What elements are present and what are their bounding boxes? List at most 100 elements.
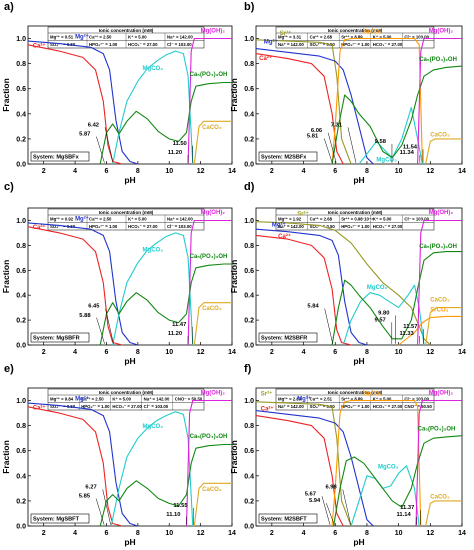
y-tick-label: 0.2 [16,498,26,505]
ion-table-cell: HPO₄²⁻ = 1.00 [341,404,370,409]
panel-2: b) Ionic concentration (mM) Mg²⁺ = 3.31 Ca²… [229,1,466,185]
series-line [187,37,232,165]
ion-table-title: Ionic concentration (mM) [328,390,383,395]
x-tick-label: 6 [105,168,109,175]
annotation-leader [347,127,357,163]
x-tick-label: 2 [42,349,46,356]
y-tick-label: 0.0 [244,343,254,350]
series-label: SrCO₃ [364,30,382,36]
y-axis-label: Fraction [229,260,239,294]
series-label: Sr²⁺ [297,210,309,217]
ion-table-cell: HCO₃⁻ = 27.00 [128,224,158,229]
series-line [342,284,425,346]
ion-table-cell: HPO₄²⁻ = 1.00 [341,42,370,47]
y-tick-label: 0.6 [16,448,26,455]
x-tick-label: 8 [365,349,369,356]
system-label: System: M2SBFx [261,155,307,161]
x-axis-label: pH [353,537,364,547]
ion-table-cell: HPO₄²⁻ = 1.00 [341,224,370,229]
ion-table-cell: Mg²⁺ = 2.89 [278,397,302,402]
annotation-leader [342,489,352,525]
ion-table-cell: HCO₃⁻ = 27.00 [373,224,403,229]
x-tick-label: 2 [270,530,274,537]
annotation-leader [321,496,331,525]
series-label: Mg²⁺ [75,215,89,222]
panel-6: f) Ionic concentration (mM) Mg²⁺ = 2.89 Ca²… [229,363,466,547]
y-tick-label: 0.2 [244,498,254,505]
ion-table-title: Ionic concentration (mM) [99,210,154,215]
panel-4: d) Ionic concentration (mM) Mg²⁺ = 1.92 Ca²… [229,181,466,366]
annotation-label: 11.54 [403,144,418,150]
series-label: MgCO₃ [143,66,164,72]
series-label: Mg(OH)₂ [201,390,226,396]
series-line [255,415,344,527]
y-tick-label: 1.0 [16,36,26,43]
series-line [255,234,352,346]
series-line [27,222,138,346]
annotation-leader [327,132,337,163]
y-tick-label: 0.4 [16,293,26,300]
series-label: Mg(OH)₂ [429,210,454,216]
y-axis-label: Fraction [1,440,11,474]
ion-table-cell: Cl⁻ = 103.00 [404,217,429,222]
annotation-label: 5.87 [79,132,90,138]
ion-table-cell: Cl⁻ = 103.00 [404,35,429,40]
series-label: Mg²⁺ [264,39,278,46]
system-label: System: MgSBFx [33,155,80,161]
plot-frame [27,25,233,165]
y-tick-label: 0.2 [244,318,254,325]
y-tick-label: 0.8 [244,61,254,68]
series-label: MgCO₃ [378,464,399,470]
x-tick-label: 14 [228,349,236,356]
series-label: Sr²⁺ [261,391,273,398]
y-tick-label: 0.8 [16,61,26,68]
series-line [333,435,463,527]
series-label: Ca²⁺ [33,42,46,49]
series-label: MgCO₃ [376,157,397,163]
annotation-label: 6.45 [88,304,100,310]
series-line [187,219,232,346]
series-line [99,443,232,527]
ion-table-cell: Ca²⁺ = 2.51 [310,397,333,402]
x-tick-label: 8 [136,168,140,175]
ion-table-cell: K⁺ = 5.00 [373,397,392,402]
series-label: MgCO₃ [367,285,388,291]
plot-frame [27,387,233,527]
x-tick-label: 8 [365,530,369,537]
y-axis-label: Fraction [229,440,239,474]
ion-table-cell: Mg²⁺ = 0.51 [50,35,74,40]
x-tick-label: 2 [42,168,46,175]
ion-table-cell: Ca²⁺ = 2.50 [89,217,112,222]
system-box [258,332,318,343]
x-tick-label: 4 [73,530,77,537]
x-tick-label: 12 [426,530,434,537]
series-label: CaCO₃ [202,487,222,493]
plot-frame [255,387,463,527]
series-line [27,406,123,527]
panel-label: a) [4,1,14,13]
series-label: Ca₅(PO₄)₃OH [190,434,228,440]
y-tick-label: 0.0 [244,524,254,531]
ion-table-cell: K⁺ = 5.00 [128,217,147,222]
system-box [258,513,318,524]
panel-label: b) [244,1,255,13]
ion-table-cell: K⁺ = 5.00 [373,217,392,222]
series-line [255,228,368,346]
annotation-label: 11.20 [168,150,182,156]
x-tick-label: 8 [136,349,140,356]
y-tick-label: 0.6 [244,448,254,455]
series-line [398,315,462,346]
annotation-label: 9.57 [375,317,386,323]
annotation-label: 11.34 [400,150,415,156]
x-tick-label: 12 [426,168,434,175]
series-label: Mg(OH)₂ [429,28,454,34]
series-line [27,402,138,527]
y-tick-label: 0.6 [244,86,254,93]
series-label: Ca₅(PO₄)₃OH [419,57,457,63]
series-line [331,251,462,346]
ion-table-cell: Cl⁻ = 103.00 [167,42,192,47]
y-tick-label: 1.0 [16,398,26,405]
ion-table-cell: Sr²⁺ = 0.98·10⁻⁴ [341,217,373,222]
x-axis-label: pH [124,356,135,366]
ion-table-cell: Mg²⁺ = 3.31 [278,35,302,40]
